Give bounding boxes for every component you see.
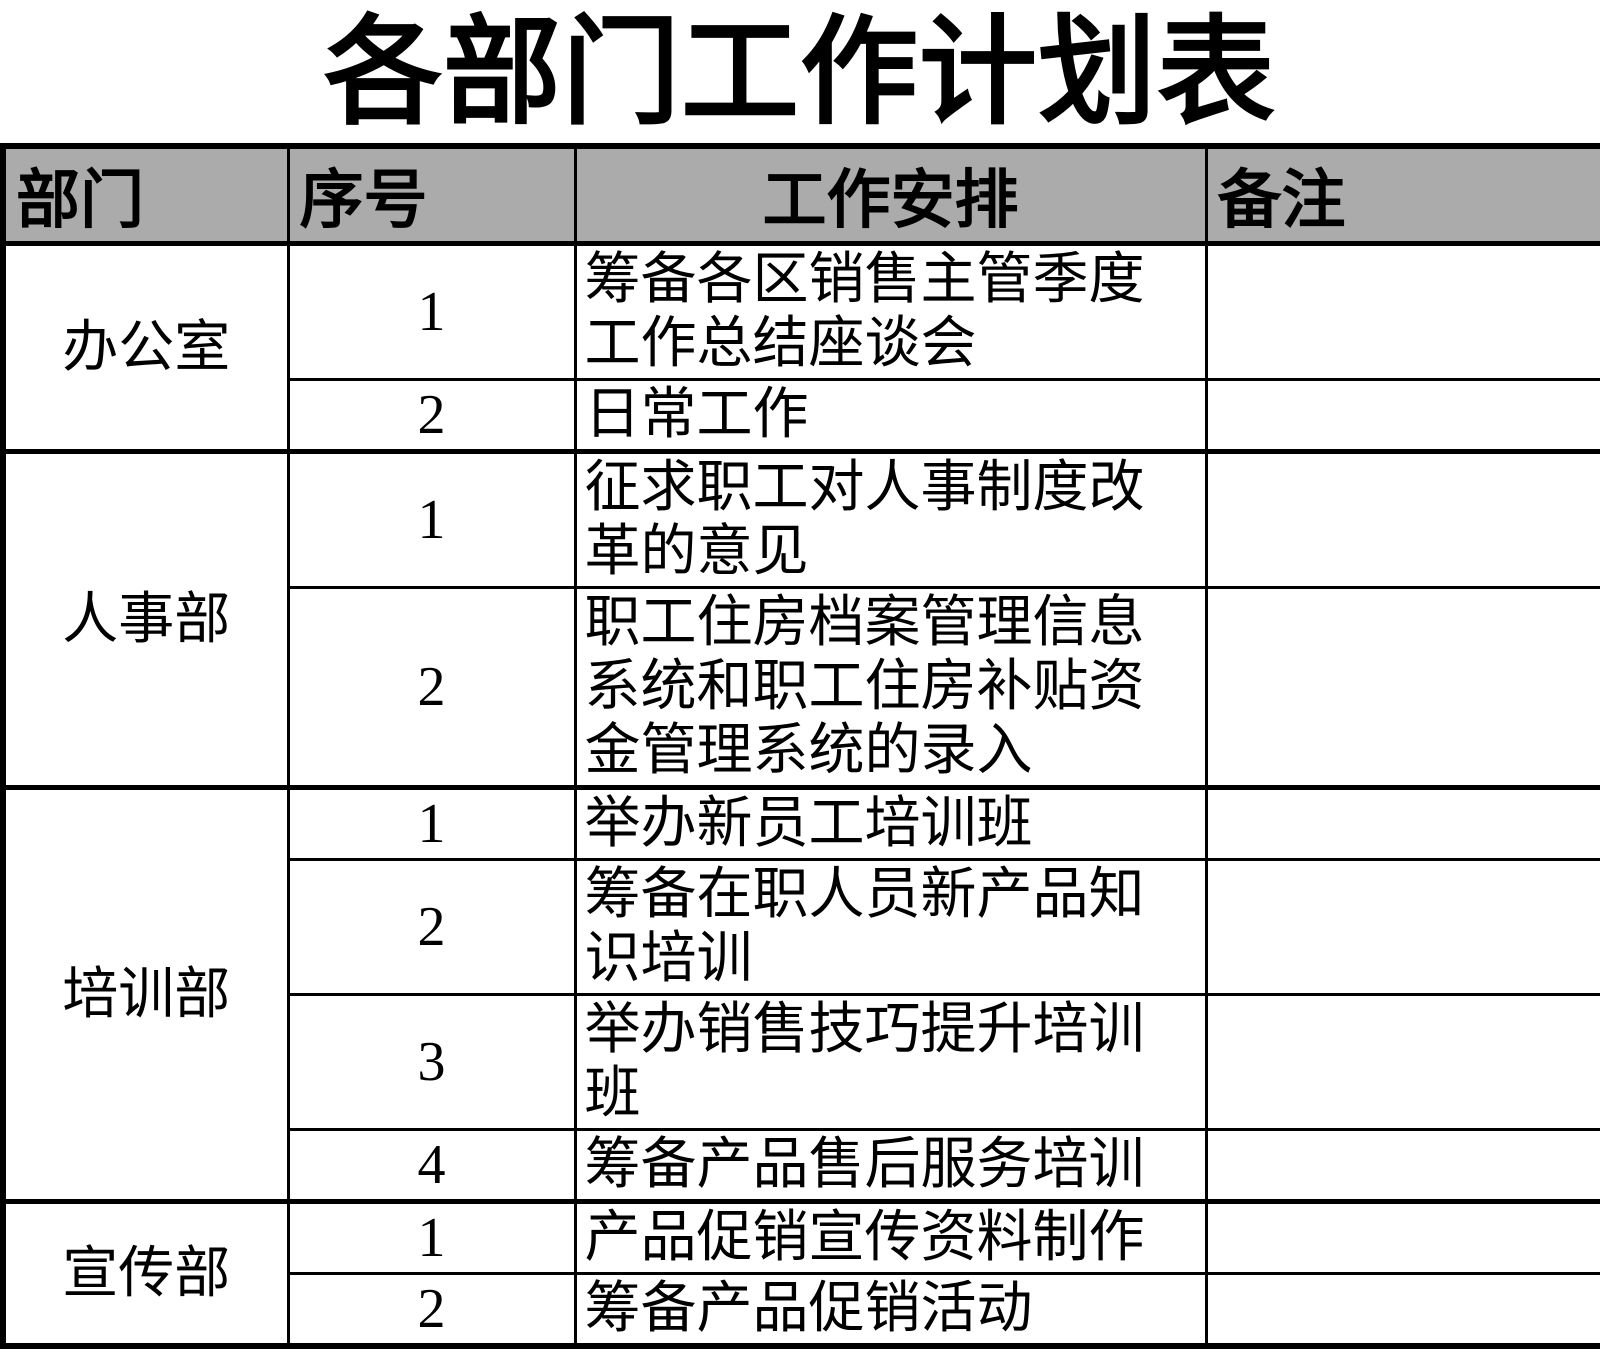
table-row: 办公室 1 筹备各区销售主管季度工作总结座谈会 [1, 241, 1600, 454]
row-number-cell: 2 [286, 858, 577, 997]
task-cell: 筹备产品售后服务培训 [573, 1128, 1208, 1204]
task-cell: 筹备产品促销活动 [573, 1272, 1208, 1348]
note-cell [1204, 241, 1600, 382]
table-row: 3 举办销售技巧提升培训班 [3, 993, 1600, 1132]
table-row: 2 筹备在职人员新产品知识培训 [3, 858, 1600, 997]
header-row: 部门 序号 工作安排 备注 [1, 144, 1600, 246]
note-cell [1204, 449, 1600, 590]
work-plan-table: 部门 序号 工作安排 备注 办公室 1 筹备各区销售主管季度工作总结座谈会 2 日常工作… [0, 143, 1600, 1349]
table-row: 人事部 1 征求职工对人事制度改革的意见 [1, 449, 1600, 790]
col-header-no: 序号 [286, 144, 577, 246]
note-cell [1204, 993, 1600, 1132]
department-cell: 宣传部 [1, 1199, 290, 1348]
note-cell [1204, 586, 1600, 790]
row-number-cell: 2 [286, 1272, 577, 1348]
task-cell: 职工住房档案管理信息系统和职工住房补贴资金管理系统的录入 [573, 586, 1208, 790]
row-number-cell: 3 [286, 993, 577, 1132]
col-header-task: 工作安排 [573, 144, 1208, 246]
task-cell: 举办销售技巧提升培训班 [573, 993, 1208, 1132]
table-row: 2 职工住房档案管理信息系统和职工住房补贴资金管理系统的录入 [3, 586, 1600, 790]
task-cell: 筹备各区销售主管季度工作总结座谈会 [573, 241, 1208, 382]
col-header-note: 备注 [1204, 144, 1600, 246]
row-number-cell: 2 [286, 586, 577, 790]
department-cell: 培训部 [1, 785, 290, 1204]
note-cell [1204, 785, 1600, 862]
note-cell [1204, 378, 1600, 454]
row-number-cell: 1 [286, 241, 577, 382]
note-cell [1204, 858, 1600, 997]
department-cell: 人事部 [1, 449, 290, 790]
task-cell: 产品促销宣传资料制作 [573, 1199, 1208, 1276]
row-number-cell: 2 [286, 378, 577, 454]
note-cell [1204, 1272, 1600, 1348]
task-cell: 日常工作 [573, 378, 1208, 454]
note-cell [1204, 1128, 1600, 1204]
row-number-cell: 4 [286, 1128, 577, 1204]
page-title: 各部门工作计划表 [323, 8, 1276, 139]
col-header-department: 部门 [1, 144, 290, 246]
table-body: 办公室 1 筹备各区销售主管季度工作总结座谈会 2 日常工作 人事部 1 征求职工对人事制度改… [1, 241, 1600, 1348]
table-row: 4 筹备产品售后服务培训 [3, 1128, 1600, 1204]
table-row: 宣传部 1 产品促销宣传资料制作 [1, 1199, 1600, 1348]
note-cell [1204, 1199, 1600, 1276]
table-row: 培训部 1 举办新员工培训班 [1, 785, 1600, 1204]
task-cell: 举办新员工培训班 [573, 785, 1208, 862]
task-cell: 征求职工对人事制度改革的意见 [573, 449, 1208, 590]
task-cell: 筹备在职人员新产品知识培训 [573, 858, 1208, 997]
row-number-cell: 1 [286, 449, 577, 590]
table-row: 2 日常工作 [3, 378, 1600, 454]
department-cell: 办公室 [1, 241, 290, 454]
row-number-cell: 1 [286, 1199, 577, 1276]
row-number-cell: 1 [286, 785, 577, 862]
